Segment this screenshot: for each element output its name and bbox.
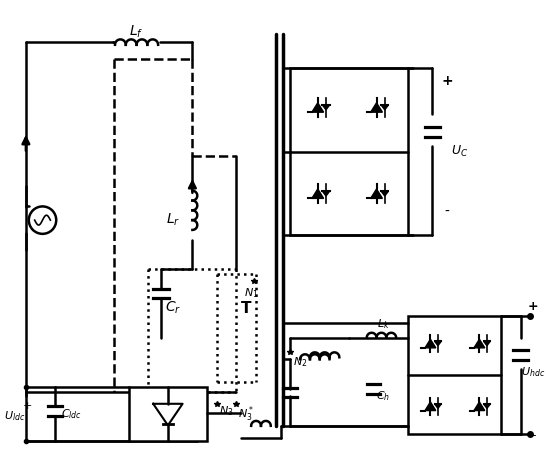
Text: -: - xyxy=(444,205,449,219)
Polygon shape xyxy=(425,402,436,410)
Text: $L_k$: $L_k$ xyxy=(377,317,390,331)
Polygon shape xyxy=(381,191,388,196)
Polygon shape xyxy=(474,339,485,348)
Polygon shape xyxy=(312,103,324,112)
Polygon shape xyxy=(435,342,441,346)
Polygon shape xyxy=(484,404,490,409)
Bar xyxy=(408,316,501,434)
Polygon shape xyxy=(323,105,330,110)
Text: $N_3$: $N_3$ xyxy=(219,404,234,418)
Text: +: + xyxy=(23,401,33,411)
Bar xyxy=(129,387,207,440)
Polygon shape xyxy=(371,103,382,112)
Bar xyxy=(290,68,408,235)
Polygon shape xyxy=(425,339,436,348)
Text: $L_r$: $L_r$ xyxy=(165,212,180,228)
Text: $U_{hdc}$: $U_{hdc}$ xyxy=(521,365,545,379)
Text: +: + xyxy=(528,300,538,313)
Text: -: - xyxy=(531,429,536,442)
Text: $U_{ldc}$: $U_{ldc}$ xyxy=(4,409,26,423)
Polygon shape xyxy=(484,342,490,346)
Text: +: + xyxy=(441,74,453,88)
Text: $N_2$: $N_2$ xyxy=(293,355,307,369)
Text: $C_h$: $C_h$ xyxy=(376,390,390,403)
Text: T: T xyxy=(241,301,252,316)
Text: $U_C$: $U_C$ xyxy=(451,144,468,159)
Polygon shape xyxy=(312,189,324,198)
Text: $C_{ldc}$: $C_{ldc}$ xyxy=(61,407,82,421)
Text: $L_f$: $L_f$ xyxy=(129,24,144,40)
Polygon shape xyxy=(474,402,485,410)
Text: $C_r$: $C_r$ xyxy=(165,300,181,317)
Polygon shape xyxy=(323,191,330,196)
Polygon shape xyxy=(371,189,382,198)
Polygon shape xyxy=(435,404,441,409)
Polygon shape xyxy=(381,105,388,110)
Text: $N_1$: $N_1$ xyxy=(244,287,258,300)
Text: $N_3^*$: $N_3^*$ xyxy=(238,404,254,424)
Text: -: - xyxy=(26,435,30,445)
